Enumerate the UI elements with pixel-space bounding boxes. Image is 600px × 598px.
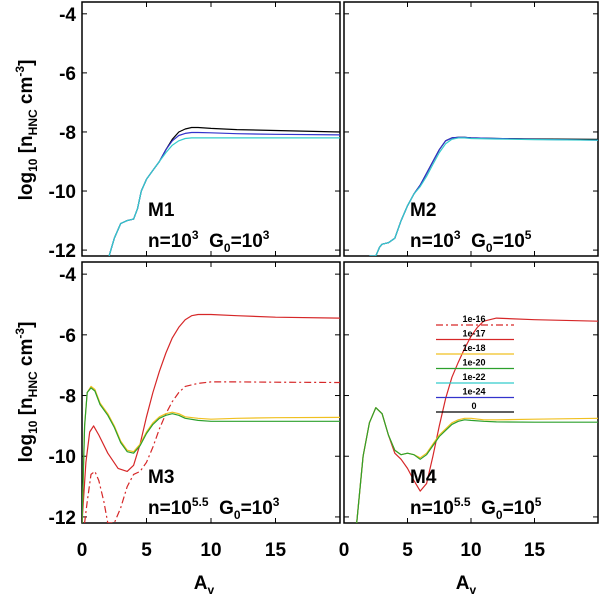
legend-label-1e-24: 1e-24 [462,387,485,397]
panel-m2: M2 n=103 G0=105 [343,1,599,257]
series-group [82,313,340,523]
parameter-label: n=105.5 G0=103 [148,495,280,522]
series-group [356,317,598,523]
y-tick-label: -12 [49,508,76,529]
y-tick-label: -4 [59,265,76,286]
y-tick-label: -10 [49,447,76,468]
x-axis-title-left: Av [194,573,215,597]
panels-layer: -12 -10 -8 -6 -4 M1 n=103 G0=103 M2 n=103 G0=105… [49,1,599,561]
series-line-1e-24 [108,131,340,256]
y-axis-title-top: log10 [nHNC cm-3] [13,60,40,201]
series-line-1e-16 [84,381,340,523]
y-tick-label: -4 [59,5,76,26]
x-tick-label: 10 [200,540,221,561]
y-tick-label: -12 [49,241,76,262]
legend: 1e-16 1e-17 1e-18 1e-20 1e-22 1e-24 0 [436,314,514,413]
y-tick-label: -6 [59,326,76,347]
y-tick-label: -10 [49,182,76,203]
panel-m1: -12 -10 -8 -6 -4 M1 n=103 G0=103 [49,1,341,262]
panel-m3: -12 -10 -8 -6 -4 0 5 10 15 M3 n=105.5 G0=103 [49,261,341,561]
x-tick-label: 0 [339,540,350,561]
panel-m4: 0 5 10 15 M4 n=105.5 G0=105 [339,261,599,561]
model-label: M1 [148,200,175,221]
y-tick-label: -8 [59,387,76,408]
x-tick-label: 15 [265,540,287,561]
parameter-label: n=103 G0=105 [410,228,532,255]
legend-label-0: 0 [471,401,476,411]
series-line-1e-17 [82,313,340,523]
series-group [369,136,598,256]
model-label: M4 [410,467,437,488]
x-tick-label: 15 [524,540,546,561]
legend-label-1e-17: 1e-17 [462,329,485,339]
series-line-0 [108,126,340,256]
model-label: M2 [410,200,436,221]
x-axis-title-right: Av [456,573,477,597]
model-label: M3 [148,467,174,488]
y-tick-label: -6 [59,64,76,85]
legend-label-1e-18: 1e-18 [462,343,485,353]
legend-label-1e-16: 1e-16 [462,314,485,324]
x-tick-label: 0 [77,540,88,561]
y-axis-title-bottom: log10 [nHNC cm-3] [13,322,40,463]
x-tick-label: 10 [460,540,481,561]
panel-frame [81,261,341,524]
series-group [108,126,340,256]
x-tick-label: 5 [141,540,152,561]
panel-frame [343,1,599,257]
series-line-1e-22 [108,137,340,256]
legend-label-1e-20: 1e-20 [462,358,485,368]
series-line-1e-22 [369,137,598,256]
parameter-label: n=103 G0=103 [148,228,270,255]
series-line-1e-20 [82,387,340,523]
y-tick-label: -8 [59,123,76,144]
series-line-1e-18 [82,385,340,523]
series-line-1e-20 [356,407,598,523]
legend-label-1e-22: 1e-22 [462,372,485,382]
parameter-label: n=105.5 G0=105 [410,495,542,522]
x-tick-label: 5 [402,540,413,561]
